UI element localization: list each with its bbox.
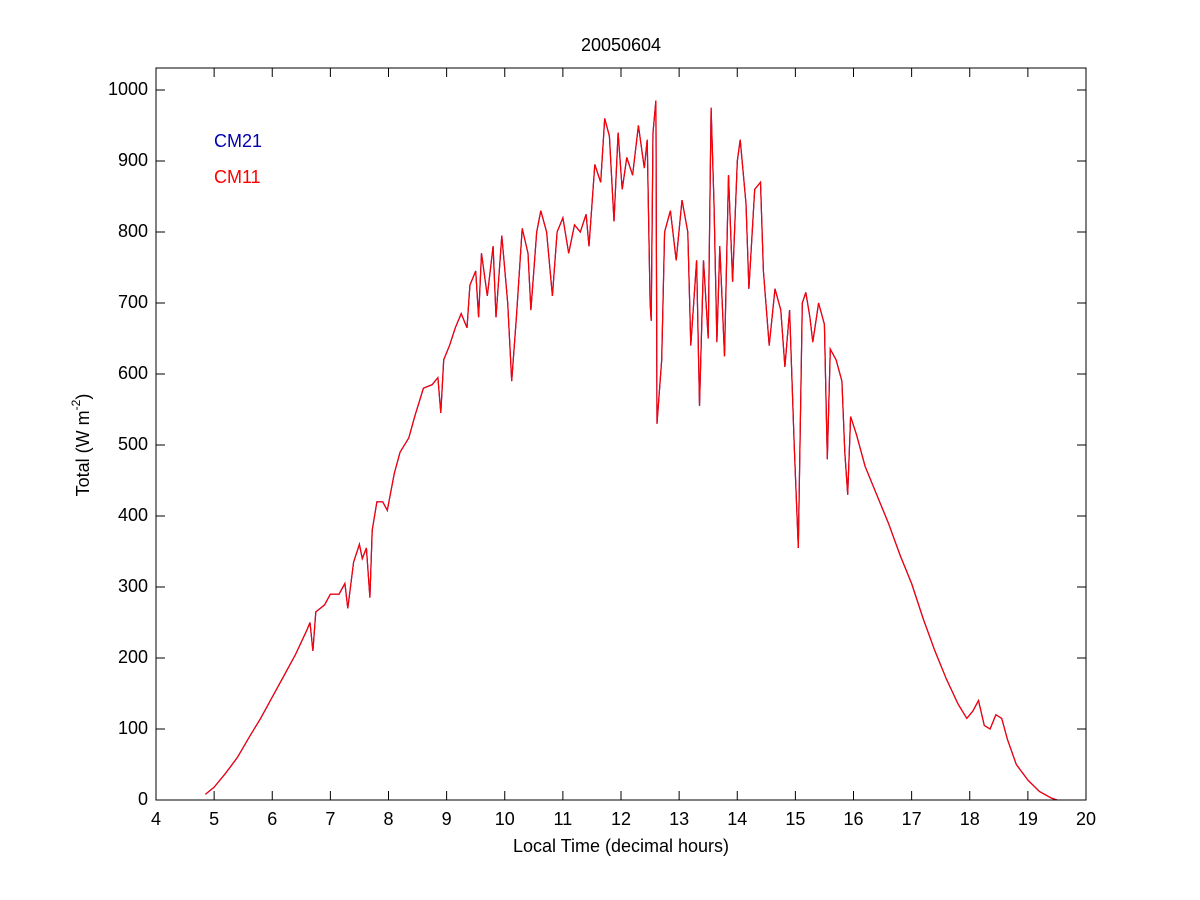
legend-label: CM21 [214,131,262,151]
x-tick-label: 4 [151,809,161,829]
x-tick-label: 18 [960,809,980,829]
y-label-text: Total (W m [73,410,93,496]
x-tick-label: 7 [325,809,335,829]
y-tick-label: 800 [118,221,148,241]
x-tick-label: 14 [727,809,747,829]
y-tick-label: 100 [118,718,148,738]
y-axis-label: Total (W m-2) [69,394,93,497]
y-tick-label: 0 [138,789,148,809]
x-tick-label: 20 [1076,809,1096,829]
x-axis-label: Local Time (decimal hours) [513,836,729,856]
x-tick-label: 10 [495,809,515,829]
x-tick-label: 8 [383,809,393,829]
x-tick-label: 5 [209,809,219,829]
data-line [205,100,1058,801]
y-tick-label: 600 [118,363,148,383]
x-tick-label: 12 [611,809,631,829]
y-label-superscript: -2 [69,399,83,410]
x-tick-label: 17 [902,809,922,829]
y-tick-label: 700 [118,292,148,312]
x-tick-label: 9 [442,809,452,829]
chart-title: 20050604 [581,35,661,55]
x-tick-label: 15 [785,809,805,829]
x-tick-label: 13 [669,809,689,829]
y-tick-label: 500 [118,434,148,454]
x-tick-label: 16 [843,809,863,829]
y-tick-label: 400 [118,505,148,525]
x-tick-label: 6 [267,809,277,829]
y-tick-label: 900 [118,150,148,170]
y-tick-label: 200 [118,647,148,667]
y-tick-label: 1000 [108,79,148,99]
y-label-text: ) [73,394,93,400]
legend-label: CM11 [214,167,261,187]
x-tick-label: 19 [1018,809,1038,829]
y-tick-label: 300 [118,576,148,596]
x-tick-label: 11 [554,809,573,829]
